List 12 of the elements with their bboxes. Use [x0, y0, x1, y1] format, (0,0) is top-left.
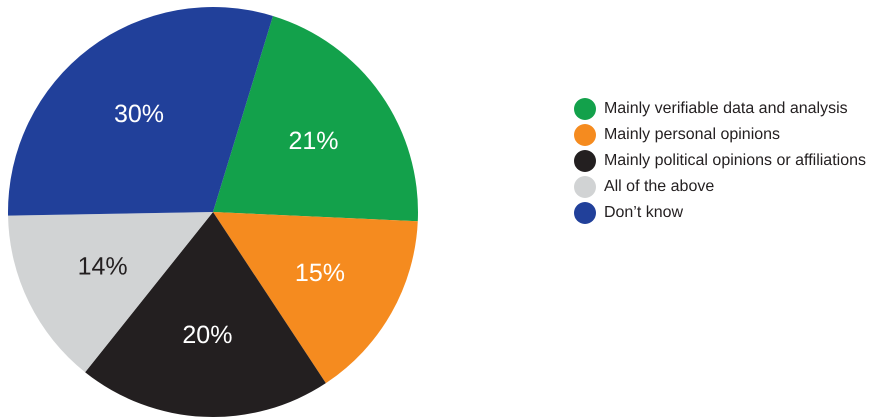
data-label: 15% [294, 258, 345, 287]
data-label: 20% [182, 320, 232, 349]
data-label: 30% [114, 100, 164, 128]
legend-label: All of the above [604, 177, 714, 197]
legend-label: Mainly verifiable data and analysis [604, 99, 848, 119]
pie-slice [8, 7, 273, 216]
legend-label: Mainly personal opinions [604, 125, 780, 145]
legend-label: Don’t know [604, 203, 684, 223]
data-label: 14% [78, 252, 128, 280]
pie-slice [213, 16, 418, 222]
data-label: 21% [288, 127, 339, 156]
legend-label: Mainly political opinions or affiliations [604, 151, 866, 171]
